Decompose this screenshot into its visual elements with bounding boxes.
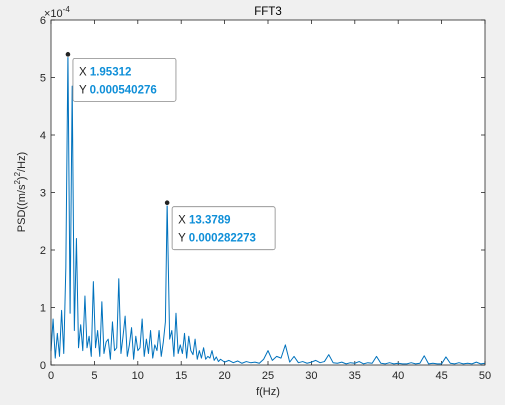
x-tick-label: 20	[218, 370, 230, 382]
datatip-x-value: 1.95312	[90, 66, 132, 78]
y-tick-label: 0	[40, 360, 46, 372]
y-label-sup-1: 2	[13, 180, 22, 185]
datatip-box	[171, 206, 276, 251]
datatip-y-key: Y	[79, 84, 90, 96]
series-layer	[50, 53, 486, 365]
x-tick-label: 35	[349, 370, 361, 382]
datatip-x-value: 13.3789	[189, 215, 231, 227]
y-exponent-label: ×10-4	[44, 5, 70, 20]
y-tick-label: 1	[40, 303, 46, 315]
y-ticks: 0 1 2 3 4 5 6	[40, 15, 485, 372]
x-tick-label: 5	[91, 370, 97, 382]
datatip-x-key: X	[178, 215, 189, 227]
y-label-part-1: PSD((m/s	[16, 184, 28, 232]
y-tick-label: 2	[40, 245, 46, 257]
x-tick-label: 30	[305, 370, 317, 382]
datatip-marker[interactable]	[164, 199, 171, 206]
datatip-box	[72, 57, 177, 102]
datatip-x-row: X 1.95312	[79, 66, 131, 78]
y-tick-label: 4	[40, 130, 46, 142]
x-tick-label: 15	[175, 370, 187, 382]
y-label-sup-2: 2	[13, 171, 22, 176]
datatip-y-value: 0.000540276	[90, 84, 157, 96]
svg-text:×10-4: ×10-4	[44, 5, 70, 20]
datatip-x-row: X 13.3789	[178, 215, 230, 227]
datatip-y-row: Y 0.000282273	[178, 233, 256, 245]
datatip-marker[interactable]	[65, 51, 71, 58]
y-tick-label: 3	[40, 188, 46, 200]
datatip-y-row: Y 0.000540276	[79, 84, 157, 96]
y-label-part-2: )	[16, 176, 28, 180]
x-axis-label: f(Hz)	[256, 386, 280, 398]
y-tick-label: 6	[40, 15, 46, 27]
chart-title: FFT3	[254, 6, 281, 18]
datatip-y-value: 0.000282273	[189, 233, 256, 245]
x-tick-label: 0	[48, 370, 54, 382]
y-tick-label: 5	[40, 73, 46, 85]
x-ticks: 0 5 10 15 20 25 30 35 40 45 50	[48, 20, 491, 382]
x-tick-label: 10	[132, 370, 144, 382]
x-tick-label: 25	[262, 370, 274, 382]
x-tick-label: 40	[392, 370, 404, 382]
x-tick-label: 45	[435, 370, 447, 382]
axes-box	[50, 19, 486, 366]
y-label-part-3: /Hz)	[16, 152, 28, 172]
datatip-x-key: X	[79, 66, 90, 78]
y-axis-label: PSD((m/s2)2/Hz)	[13, 152, 28, 232]
y-exponent-base: ×10	[44, 8, 63, 20]
x-tick-label: 50	[479, 370, 491, 382]
datatip-y-key: Y	[178, 233, 189, 245]
series-line-1	[50, 53, 486, 365]
y-exponent-power: -4	[63, 5, 71, 14]
